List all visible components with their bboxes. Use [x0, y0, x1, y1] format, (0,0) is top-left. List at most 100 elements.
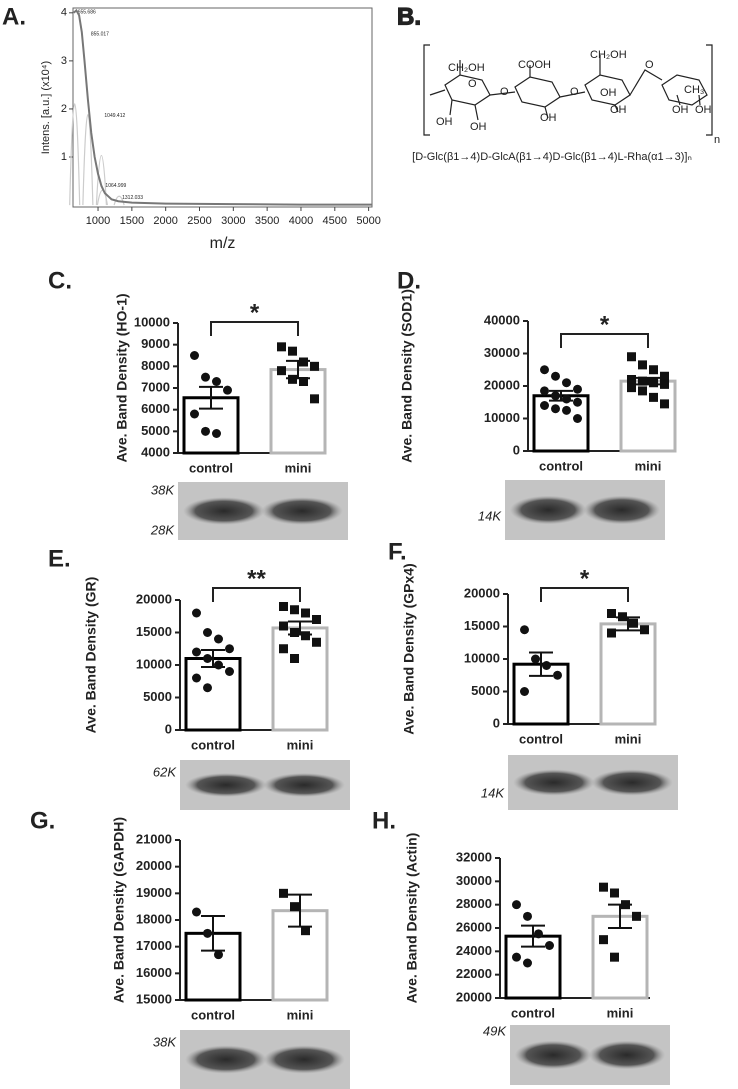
blot-band [591, 769, 673, 796]
ring [661, 74, 708, 106]
data-point [632, 911, 641, 921]
blot-size-label: 38K [151, 482, 175, 497]
y-tick-label: 5000 [141, 423, 170, 438]
peak-label: 1049.412 [104, 113, 125, 119]
data-point [203, 654, 212, 663]
x-tick-label: control [191, 737, 235, 752]
chem-label: OH [695, 104, 712, 116]
chem-label: CH₂OH [590, 49, 627, 61]
y-tick-label: 6000 [141, 401, 170, 416]
panel-letter: A. [2, 3, 26, 30]
chem-label: OH [672, 104, 689, 116]
significance-bracket [210, 321, 299, 336]
data-point [551, 371, 560, 381]
data-point [192, 647, 201, 657]
data-point [610, 952, 619, 962]
x-tick-label: mini [287, 1007, 314, 1022]
blot-band [509, 495, 587, 525]
y-tick-label: 17000 [136, 938, 172, 953]
y-tick-label: 10000 [464, 650, 500, 665]
data-point [290, 628, 299, 637]
chem-label: OH [600, 87, 617, 99]
y-axis-label: Ave. Band Density (GAPDH) [111, 817, 127, 1003]
x-tick-label: mini [615, 731, 642, 746]
data-point [523, 911, 532, 921]
data-point [523, 958, 532, 968]
y-tick-label: 10000 [136, 656, 172, 671]
x-tick-label: 3000 [221, 215, 245, 227]
panel-letter: H. [372, 807, 396, 834]
x-tick-label: 5000 [356, 215, 380, 227]
data-point [277, 342, 286, 352]
y-tick-label: 16000 [136, 965, 172, 980]
y-axis-label: Ave. Band Density (SOD1) [399, 289, 415, 463]
data-point [214, 950, 223, 960]
y-tick-label: 8000 [141, 358, 170, 373]
y-tick-label: 40000 [484, 312, 520, 327]
data-point [551, 391, 560, 401]
blot-band [185, 773, 267, 797]
peak-label: 1064.999 [105, 183, 126, 189]
chem-label: COOH [518, 59, 551, 71]
data-point [545, 941, 554, 950]
data-point [638, 360, 647, 370]
data-point [288, 374, 297, 384]
y-tick-label: 5000 [143, 689, 172, 704]
data-point [223, 385, 232, 395]
blot-size-label: 14K [478, 508, 502, 523]
data-point [301, 926, 310, 936]
y-tick-label: 32000 [456, 849, 492, 864]
data-point [573, 384, 582, 394]
peak-label: 655.686 [78, 10, 96, 16]
x-tick-label: control [511, 1005, 555, 1020]
data-point [618, 612, 627, 622]
x-tick-label: mini [285, 460, 312, 475]
x-tick-label: 2000 [153, 215, 177, 227]
blot-band [514, 1040, 592, 1070]
data-point [214, 660, 223, 670]
data-point [312, 637, 321, 647]
significance-bracket [540, 587, 629, 602]
data-point [279, 644, 288, 654]
data-point [638, 376, 647, 386]
data-point [214, 634, 223, 644]
y-axis-label: Intens. [a.u.] (x10⁴) [40, 61, 52, 154]
chem-label: CH₃ [684, 84, 704, 96]
data-point [599, 935, 608, 945]
panel-letter: G. [30, 807, 55, 834]
data-point [225, 644, 234, 654]
data-point [531, 654, 540, 664]
x-tick-label: 2500 [187, 215, 211, 227]
data-point [627, 383, 636, 393]
data-point [542, 661, 551, 670]
x-tick-label: control [189, 460, 233, 475]
y-tick-label: 15000 [136, 991, 172, 1006]
significance-bracket [212, 587, 301, 602]
y-tick-label: 30000 [456, 873, 492, 888]
data-point [534, 929, 543, 939]
blot-band [185, 1045, 267, 1074]
y-tick-label: 20000 [136, 591, 172, 606]
x-tick-label: 4500 [323, 215, 347, 227]
data-point [192, 907, 201, 917]
y-tick-label: 28000 [456, 896, 492, 911]
data-point [190, 409, 199, 419]
x-tick-label: mini [635, 458, 662, 473]
x-axis-label: m/z [210, 235, 236, 252]
y-axis-label: Ave. Band Density (HO-1) [114, 293, 130, 462]
x-tick-label: mini [287, 737, 314, 752]
bar [269, 368, 327, 455]
data-point [621, 900, 630, 910]
peak [82, 113, 94, 206]
data-point [203, 683, 212, 693]
y-tick-label: 0 [165, 721, 172, 736]
data-point [203, 928, 212, 938]
y-tick-label: 10000 [134, 314, 170, 329]
y-tick-label: 15000 [136, 624, 172, 639]
blot-band [263, 1045, 345, 1074]
data-point [520, 687, 529, 696]
data-point [562, 394, 571, 404]
data-point [212, 429, 221, 438]
panel-letter: F. [388, 538, 407, 565]
